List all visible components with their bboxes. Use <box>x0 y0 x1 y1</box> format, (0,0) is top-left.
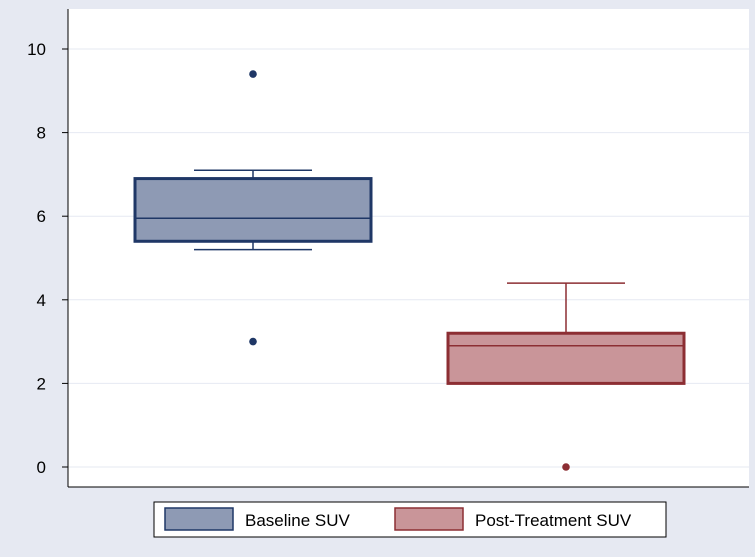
plot-area <box>68 9 749 487</box>
iqr-box <box>133 177 373 243</box>
y-tick-label: 10 <box>27 40 46 59</box>
outlier-point <box>249 70 257 78</box>
outlier-point <box>562 463 570 471</box>
y-tick-label: 4 <box>37 291 46 310</box>
legend-swatch <box>164 507 234 531</box>
y-tick-label: 8 <box>37 124 46 143</box>
y-tick-label: 0 <box>37 458 46 477</box>
legend-swatch <box>394 507 464 531</box>
outlier-point <box>249 337 257 346</box>
y-tick-label: 2 <box>37 374 46 393</box>
y-tick-label: 6 <box>37 207 46 226</box>
iqr-box <box>446 331 686 385</box>
legend-label: Post-Treatment SUV <box>475 511 632 530</box>
legend-label: Baseline SUV <box>245 511 351 530</box>
